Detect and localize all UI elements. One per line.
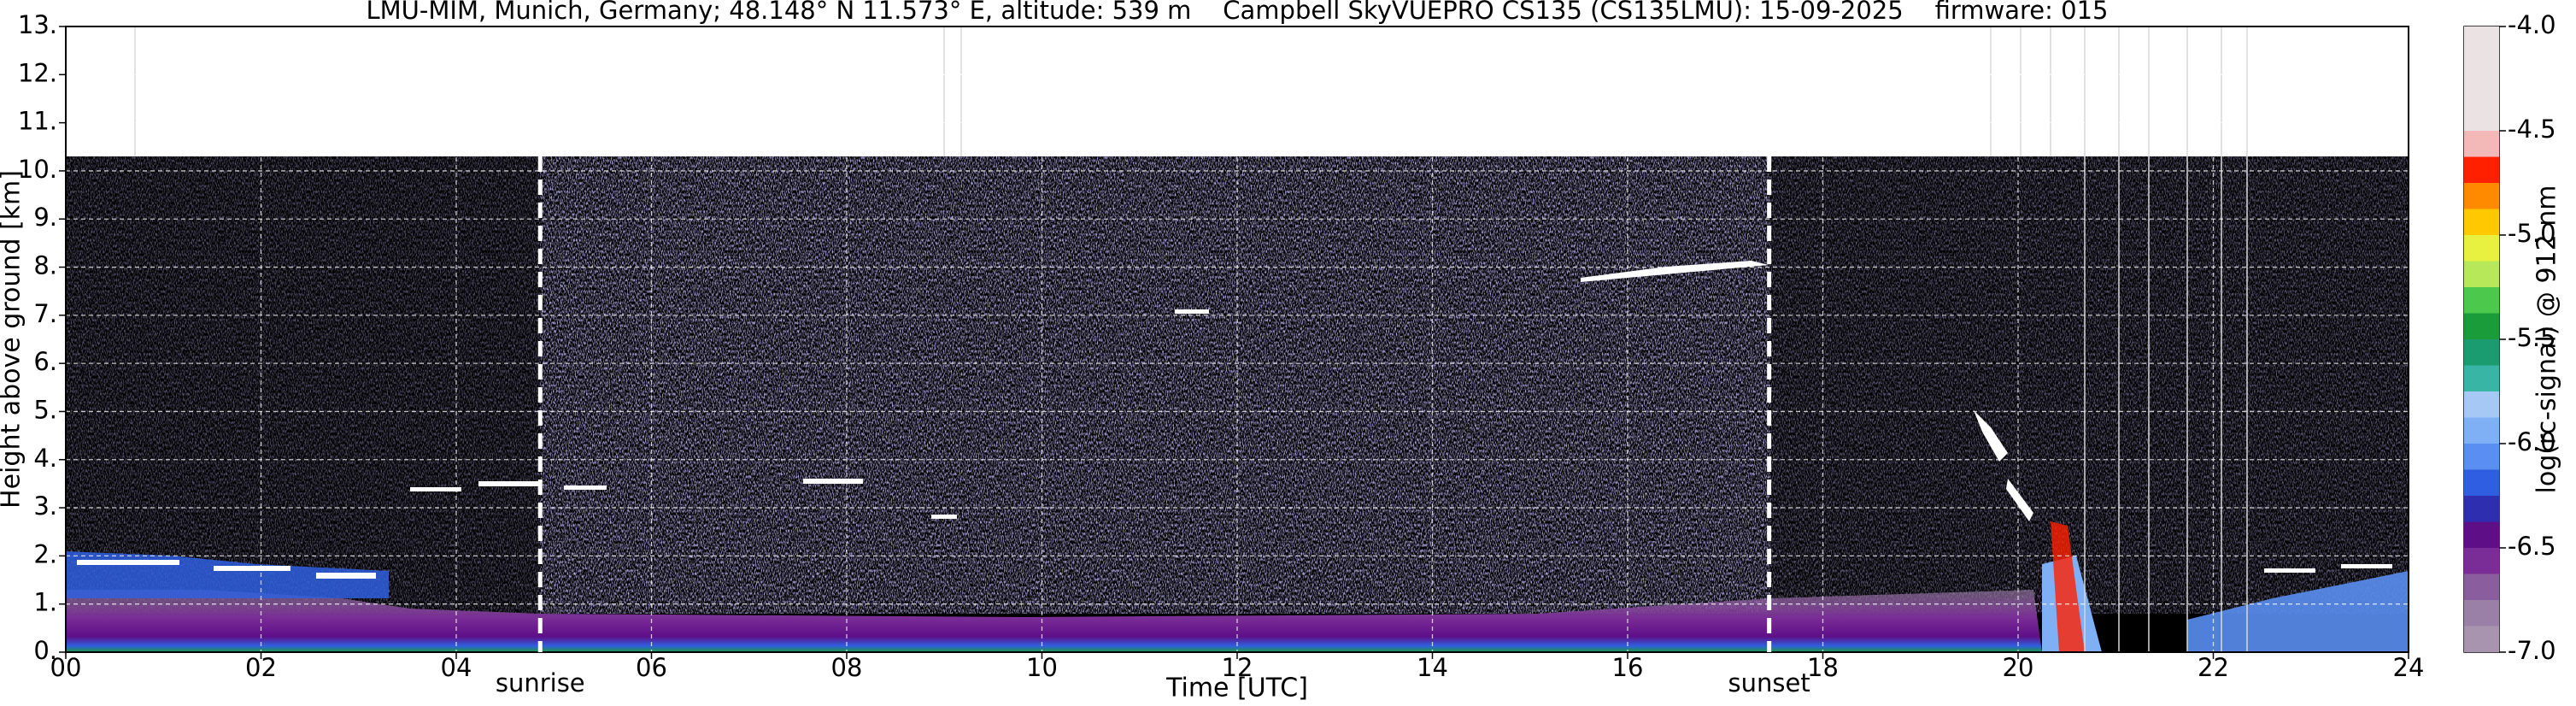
y-tick-label: 0. [33, 636, 57, 665]
x-tick-label: 08 [831, 653, 863, 682]
x-tick-label: 16 [1612, 653, 1644, 682]
y-tick-label: 3. [33, 491, 57, 521]
x-tick-label: 14 [1417, 653, 1448, 682]
boundary-layer [2187, 571, 2409, 652]
sky-streaks [134, 26, 2248, 652]
y-tick-label: 11. [18, 107, 57, 136]
colorbar-label: log(rc-signal) @ 912 nm [2532, 185, 2562, 494]
colorbar-segment [2464, 600, 2499, 627]
colorbar-segment [2464, 574, 2499, 600]
x-tick-label: 18 [1807, 653, 1839, 682]
x-tick-label: 02 [245, 653, 277, 682]
colorbar-segment [2464, 313, 2499, 339]
x-tick-label: 22 [2198, 653, 2229, 682]
y-tick-label: 2. [33, 539, 57, 568]
colorbar-segment [2464, 496, 2499, 522]
x-tick-label: 24 [2393, 653, 2425, 682]
boundary-layer [66, 590, 2042, 652]
colorbar-segment [2464, 469, 2499, 496]
x-axis-label: Time [UTC] [1165, 674, 1308, 703]
annotation-label: sunrise [496, 668, 585, 697]
colorbar-segment [2464, 391, 2499, 418]
colorbar-segment [2464, 131, 2499, 157]
colorbar-tick-label: -4.0 [2508, 10, 2556, 39]
colorbar-segment [2464, 156, 2499, 183]
y-tick-label: 9. [33, 203, 57, 232]
colorbar-tick-label: -6.5 [2508, 532, 2556, 561]
noise [66, 156, 540, 614]
colorbar-segment [2464, 287, 2499, 314]
x-tick-label: 04 [441, 653, 472, 682]
colorbar-segment [2464, 183, 2499, 209]
colorbar-tick-label: -5.5 [2508, 323, 2556, 352]
y-axis-label: Height above ground [km] [0, 170, 26, 509]
y-tick-label: 5. [33, 395, 57, 424]
clouds [77, 261, 2392, 579]
colorbar-tick-label: -4.5 [2508, 115, 2556, 144]
y-tick-label: 13. [18, 10, 57, 39]
annotation-label: sunset [1728, 668, 1810, 697]
noise [540, 156, 1770, 614]
colorbar-tick-label: -7.0 [2508, 636, 2556, 665]
colorbar-segment [2464, 626, 2499, 652]
colorbar-segment [2464, 548, 2499, 574]
y-tick-label: 10. [18, 155, 57, 184]
cloud [2051, 521, 2085, 652]
x-tick-label: 20 [2003, 653, 2034, 682]
colorbar-segment [2464, 417, 2499, 444]
colorbar-segment [2464, 521, 2499, 548]
x-tick-label: 10 [1026, 653, 1058, 682]
x-tick-label: 06 [636, 653, 667, 682]
colorbar-segment [2464, 235, 2499, 262]
y-tick-label: 1. [33, 588, 57, 617]
colorbar-segment [2464, 339, 2499, 366]
y-tick-label: 12. [18, 58, 57, 87]
y-tick-label: 6. [33, 347, 57, 376]
x-tick-label: 12 [1222, 653, 1253, 682]
colorbar-tick-label: -6.0 [2508, 427, 2556, 456]
y-tick-label: 7. [33, 299, 57, 328]
colorbar-segment [2464, 365, 2499, 391]
colorbar-segment [2464, 26, 2499, 131]
colorbar-segment [2464, 209, 2499, 235]
colorbar-tick-label: -5.0 [2508, 219, 2556, 248]
colorbar-segment [2464, 261, 2499, 287]
grid [66, 26, 2409, 652]
y-tick-label: 4. [33, 444, 57, 473]
chart-title: LMU-MIM, Munich, Germany; 48.148° N 11.5… [367, 0, 2109, 25]
x-tick-label: 00 [50, 653, 82, 682]
y-tick-label: 8. [33, 251, 57, 280]
colorbar-segment [2464, 444, 2499, 470]
noise [1770, 156, 2409, 614]
